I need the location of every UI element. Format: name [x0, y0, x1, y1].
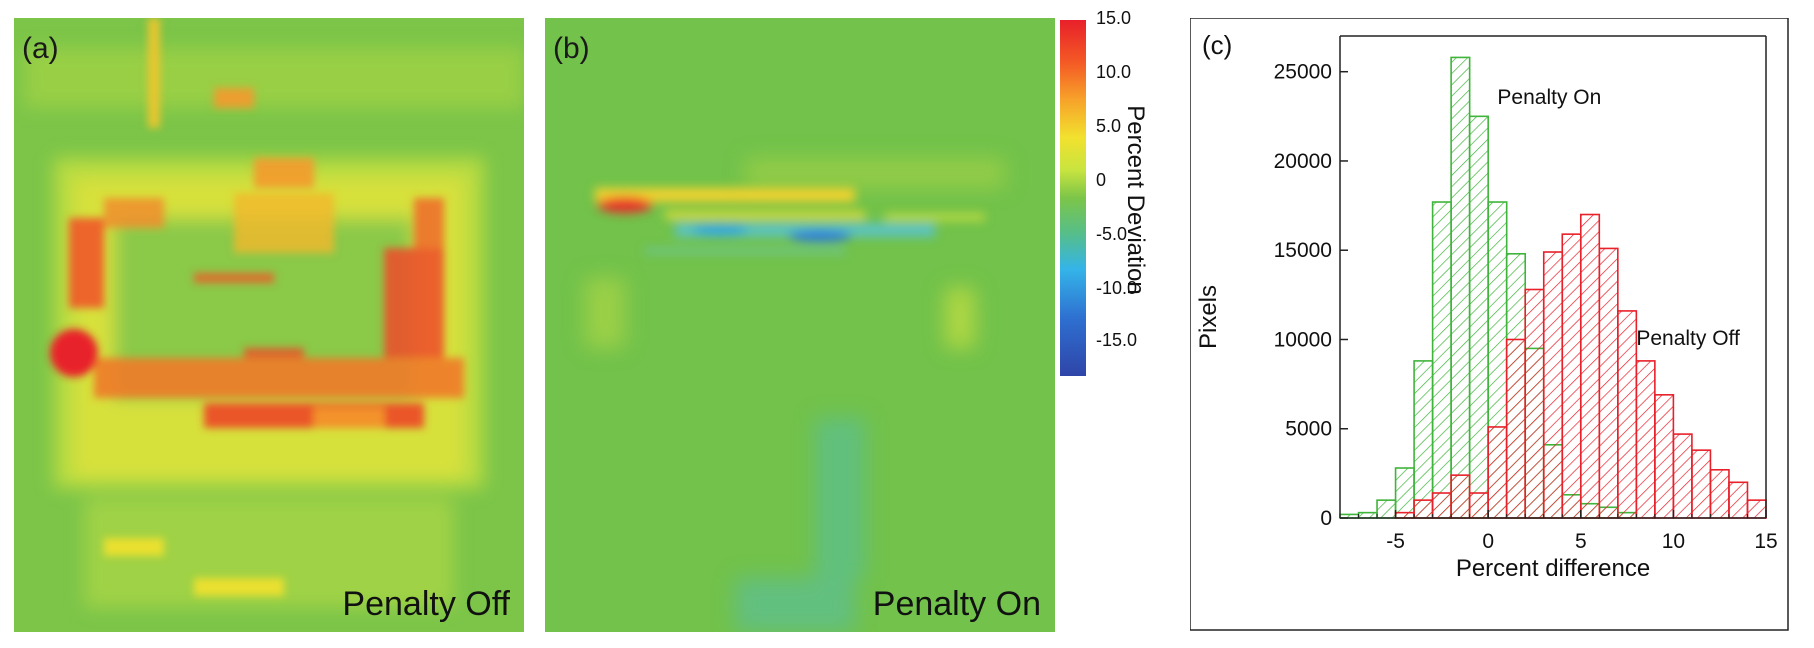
histogram-bar [1617, 310, 1638, 519]
histogram-bar [1413, 499, 1434, 519]
y-tick-label: 20000 [1274, 150, 1332, 173]
histogram-bar [1598, 247, 1619, 519]
colorbar-tick: 15.0 [1096, 8, 1132, 28]
x-axis-label: Percent difference [1456, 555, 1650, 582]
y-tick-label: 0 [1320, 507, 1332, 530]
histogram-bar [1635, 360, 1656, 519]
deviation-map-b [545, 18, 1055, 632]
colorbar-tick: 10.0 [1096, 62, 1132, 82]
panel-label-b: (b) [553, 32, 590, 65]
histogram-chart: (c) -5 0 5 10 15 0 5000 10000 15000 20000 25000 P… [1190, 18, 1789, 631]
x-tick-label: 10 [1662, 530, 1685, 553]
deviation-map-a [14, 18, 524, 632]
histogram-bar [1431, 492, 1452, 519]
histogram-bar [1468, 492, 1489, 519]
x-tick-label: -5 [1386, 530, 1405, 553]
histogram-bar [1709, 468, 1730, 519]
histogram-bar [1691, 449, 1712, 519]
x-ticks: -5 0 5 10 15 [1339, 510, 1778, 553]
heatmap-panel-a: (a) Penalty Off [14, 18, 524, 632]
y-tick-label: 5000 [1285, 418, 1332, 441]
x-tick-label: 15 [1754, 530, 1777, 553]
histogram-bar [1654, 394, 1675, 519]
x-tick-label: 5 [1575, 530, 1587, 553]
histogram-bar [1431, 201, 1452, 519]
histogram-bar [1357, 511, 1378, 519]
y-tick-label: 10000 [1274, 328, 1332, 351]
series-penalty-off [1394, 213, 1767, 519]
panel-label-a: (a) [22, 32, 59, 65]
histogram-bar [1487, 426, 1508, 519]
histogram-bar [1746, 499, 1767, 519]
histogram-bar [1394, 511, 1415, 519]
panel-label-c: (c) [1202, 30, 1232, 60]
series-label-penalty-off: Penalty Off [1636, 327, 1740, 350]
y-tick-label: 15000 [1274, 239, 1332, 262]
histogram-bar [1579, 213, 1601, 519]
histogram-bar [1413, 360, 1434, 519]
heatmap-panel-b: (b) Penalty On [545, 18, 1055, 632]
y-tick-label: 25000 [1274, 61, 1332, 84]
y-axis-label: Pixels [1195, 285, 1222, 349]
colorbar-tick: -10.0 [1096, 278, 1138, 298]
colorbar-tick: 0 [1096, 170, 1107, 190]
histogram-bar [1672, 433, 1693, 519]
panel-caption-b: Penalty On [872, 585, 1041, 623]
panel-caption-a: Penalty Off [342, 585, 510, 623]
y-ticks: 0 5000 10000 15000 20000 25000 [1274, 61, 1348, 530]
histogram-bar [1505, 338, 1527, 519]
histogram-bar [1376, 499, 1397, 519]
colorbar [1060, 20, 1086, 376]
colorbar-title: Percent Deviation [1122, 105, 1149, 295]
histogram-bar [1394, 467, 1415, 519]
series-label-penalty-on: Penalty On [1497, 86, 1601, 109]
histogram-bar [1542, 251, 1564, 519]
colorbar-tick: -15.0 [1096, 330, 1138, 350]
colorbar-tick: 5.0 [1096, 116, 1122, 136]
histogram-bar [1561, 233, 1582, 519]
colorbar-tick: -5.0 [1096, 224, 1128, 244]
histogram-bar [1450, 56, 1471, 519]
histogram-bar [1728, 481, 1749, 519]
x-tick-label: 0 [1482, 530, 1494, 553]
histogram-bar [1450, 474, 1471, 519]
histogram-bar [1524, 288, 1545, 519]
histogram-bar [1468, 115, 1489, 519]
